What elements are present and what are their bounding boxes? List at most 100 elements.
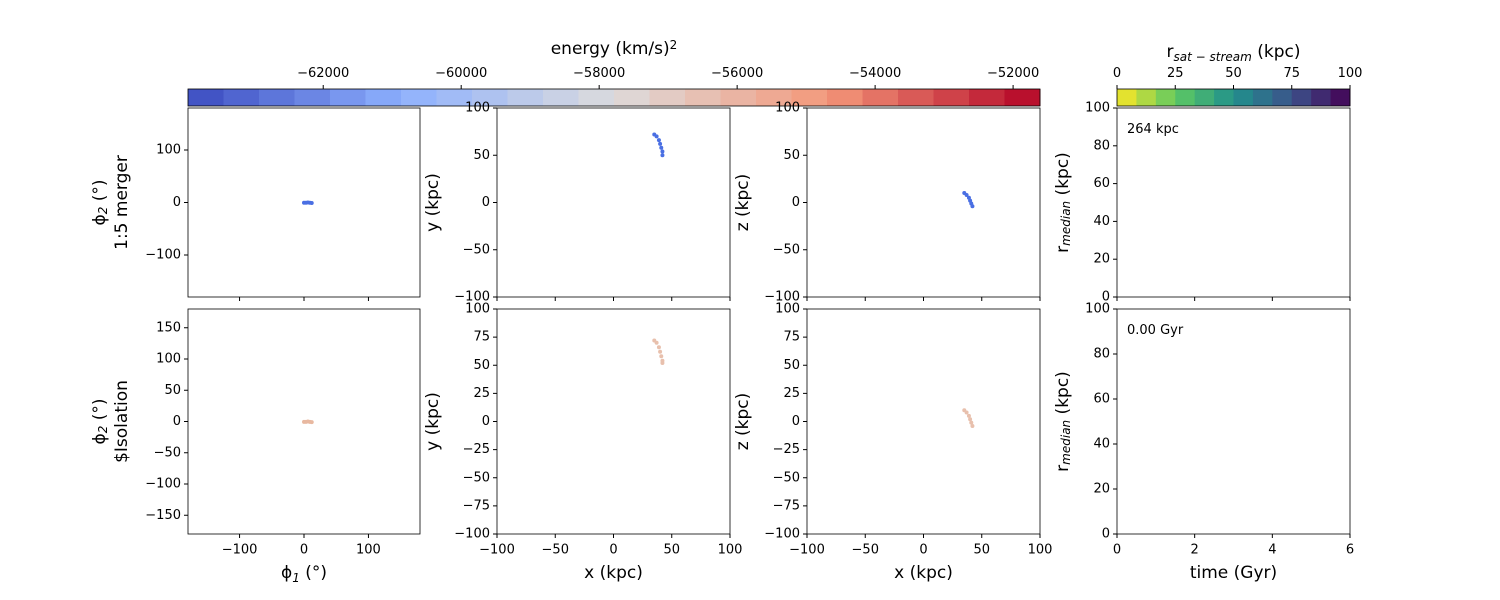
colorbar-band xyxy=(1136,89,1157,106)
tick-label: 75 xyxy=(1283,66,1300,81)
colorbar-band xyxy=(685,89,721,106)
x-tick-label: −50 xyxy=(542,543,569,558)
colorbar-band xyxy=(472,89,508,106)
y-tick-label: −25 xyxy=(773,442,800,457)
axis-label: $Isolation xyxy=(112,380,132,463)
label-part: ϕ xyxy=(90,433,110,444)
axes-frame xyxy=(496,308,731,535)
stream-point xyxy=(656,138,661,143)
tick-label: 25 xyxy=(1167,66,1184,81)
y-tick-label: 0 xyxy=(792,414,800,429)
colorbar-band xyxy=(1175,89,1196,106)
stream-point xyxy=(659,354,664,359)
stream-point xyxy=(654,340,659,345)
y-tick-label: 50 xyxy=(783,358,800,373)
y-tick-label: 150 xyxy=(156,320,181,335)
axis-label: z (kpc) xyxy=(733,393,753,451)
axis-label: rmedian (kpc) xyxy=(1053,371,1073,472)
label-part: (°) xyxy=(90,179,110,206)
colorbar-band xyxy=(578,89,615,106)
axes-frame xyxy=(1116,308,1351,535)
x-tick-label: −100 xyxy=(222,543,258,558)
stream-point xyxy=(964,192,969,197)
axis-label: 1:5 merger xyxy=(112,155,132,250)
y-tick-label: 100 xyxy=(1085,101,1110,116)
x-tick-label: 2 xyxy=(1191,543,1199,558)
y-tick-label: 0 xyxy=(1102,290,1110,305)
axes-frame xyxy=(1116,107,1351,298)
stream-point xyxy=(964,410,969,415)
x-tick-label: 0 xyxy=(919,543,927,558)
stream-point xyxy=(969,420,974,425)
colorbar-band xyxy=(933,89,970,106)
label-part: ϕ xyxy=(281,563,292,583)
label-part: x (kpc) xyxy=(584,563,643,583)
x-tick-label: 50 xyxy=(973,543,990,558)
axis-label: ϕ1 (°) xyxy=(281,563,327,585)
x-tick-label: −100 xyxy=(479,543,515,558)
y-tick-label: −50 xyxy=(154,445,181,460)
y-tick-label: 25 xyxy=(473,386,490,401)
label-part: 2 xyxy=(96,426,110,434)
x-tick-label: −50 xyxy=(852,543,879,558)
x-tick-label: 50 xyxy=(663,543,680,558)
colorbar-band xyxy=(862,89,899,106)
label-part: (kpc) xyxy=(1252,42,1301,62)
axis-label: rmedian (kpc) xyxy=(1053,152,1073,253)
colorbar-band xyxy=(1155,89,1176,106)
y-tick-label: 0 xyxy=(792,195,800,210)
annotation: 0.00 Gyr xyxy=(1127,323,1184,338)
label-part: z (kpc) xyxy=(733,393,753,451)
label-part: 2 xyxy=(96,207,110,215)
tick-label: −60000 xyxy=(435,66,487,81)
axis-label: ϕ2 (°) xyxy=(90,398,110,444)
x-tick-label: 0 xyxy=(1113,543,1121,558)
label-part: ϕ xyxy=(90,214,110,225)
y-tick-label: 80 xyxy=(1093,347,1110,362)
x-tick-label: 100 xyxy=(718,543,743,558)
y-tick-label: 100 xyxy=(156,352,181,367)
y-tick-label: −100 xyxy=(454,290,490,305)
colorbar-band xyxy=(720,89,757,106)
colorbar-band xyxy=(827,89,863,106)
stream-point xyxy=(658,349,663,354)
y-tick-label: −75 xyxy=(463,498,490,513)
annotation: 264 kpc xyxy=(1127,122,1179,137)
colorbar-band xyxy=(294,89,331,106)
y-tick-label: 100 xyxy=(465,101,490,116)
colorbar-band xyxy=(756,89,792,106)
colorbar-band xyxy=(188,89,224,106)
colorbar-frame xyxy=(187,88,1041,107)
colorbar-band xyxy=(223,89,260,106)
tick-label: 50 xyxy=(1225,66,1242,81)
axis-label: z (kpc) xyxy=(733,174,753,232)
label-part: (°) xyxy=(300,563,327,583)
y-tick-label: 100 xyxy=(775,302,800,317)
tick-label: 0 xyxy=(1113,66,1121,81)
y-tick-label: 60 xyxy=(1093,392,1110,407)
stream-point xyxy=(966,413,971,418)
colorbar-band xyxy=(1291,89,1312,106)
axis-label: energy (km/s)2 xyxy=(551,38,678,59)
y-tick-label: 20 xyxy=(1093,482,1110,497)
label-part: r xyxy=(1053,246,1073,253)
y-tick-label: −50 xyxy=(773,242,800,257)
stream-point xyxy=(660,149,665,154)
stream-point xyxy=(659,145,664,150)
colorbar-band xyxy=(543,89,579,106)
y-tick-label: −50 xyxy=(463,242,490,257)
colorbar-band xyxy=(507,89,544,106)
tick-label: −52000 xyxy=(987,66,1039,81)
label-part: 2 xyxy=(670,38,678,52)
tick-label: −56000 xyxy=(711,66,763,81)
axes-frame xyxy=(806,308,1041,535)
label-part: sat − stream xyxy=(1174,50,1252,64)
label-part: z (kpc) xyxy=(733,174,753,232)
stream-point xyxy=(309,420,314,425)
stream-point xyxy=(970,204,975,209)
stream-point xyxy=(658,141,663,146)
y-tick-label: −100 xyxy=(764,527,800,542)
colorbar-band xyxy=(898,89,934,106)
y-tick-label: 0 xyxy=(173,414,181,429)
colorbar-band xyxy=(401,89,437,106)
